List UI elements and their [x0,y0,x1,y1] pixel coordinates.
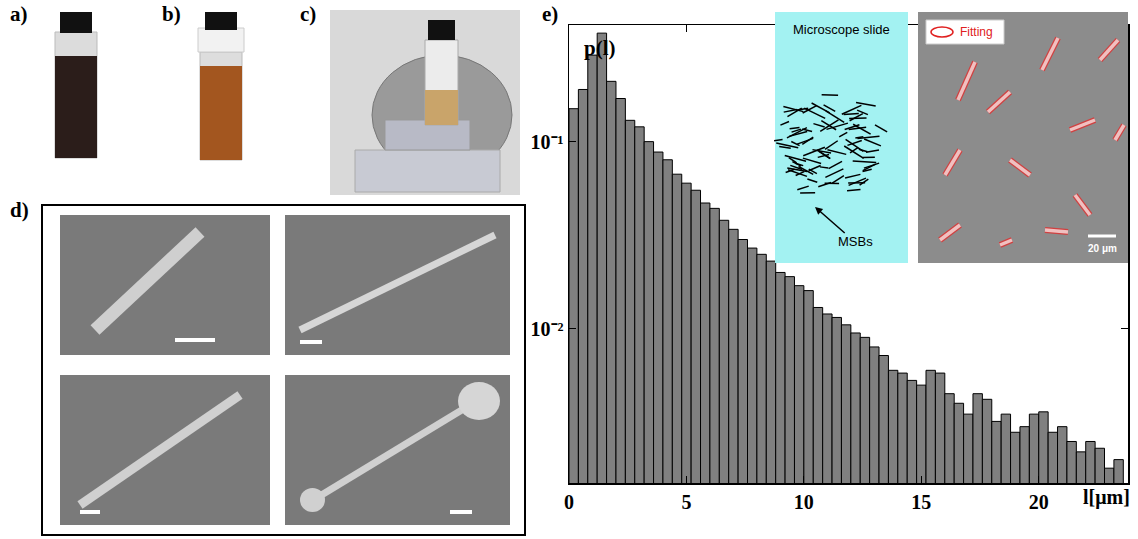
svg-text:0: 0 [564,491,574,513]
svg-text:b): b) [162,2,181,26]
svg-text:20: 20 [1029,491,1049,513]
svg-text:10: 10 [794,491,814,513]
svg-text:MSBs: MSBs [838,234,873,249]
svg-text:5: 5 [681,491,691,513]
svg-text:p(l): p(l) [584,36,616,60]
svg-text:Fitting: Fitting [960,25,993,39]
svg-text:10⁻¹: 10⁻¹ [531,131,564,153]
svg-text:15: 15 [911,491,931,513]
svg-text:d): d) [10,198,29,222]
svg-text:20 μm: 20 μm [1088,243,1117,254]
svg-text:e): e) [542,2,558,26]
svg-text:c): c) [300,2,316,26]
svg-text:Microscope slide: Microscope slide [793,22,890,37]
svg-text:a): a) [10,2,28,26]
svg-text:l[μm]: l[μm] [1083,486,1130,509]
svg-text:10⁻²: 10⁻² [531,318,564,340]
